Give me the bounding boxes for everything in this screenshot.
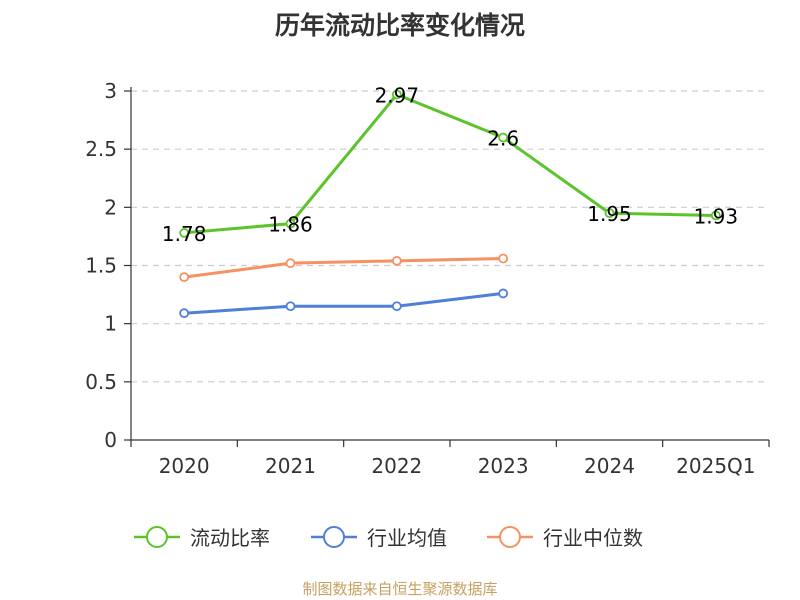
y-tick-label: 0 xyxy=(104,428,117,452)
data-point xyxy=(179,272,190,283)
legend-label: 流动比率 xyxy=(190,526,270,550)
legend-label: 行业中位数 xyxy=(543,526,643,550)
y-tick-label: 2.5 xyxy=(85,137,117,161)
series-line xyxy=(184,92,716,235)
data-point xyxy=(604,208,615,219)
chart-title: 历年流动比率变化情况 xyxy=(274,11,525,40)
series-lines xyxy=(179,89,721,319)
legend-label: 行业均值 xyxy=(367,526,447,550)
y-tick-label: 2 xyxy=(104,195,117,219)
series-line xyxy=(183,257,504,279)
x-tick-label: 2021 xyxy=(265,454,316,478)
axes: 0 0.5 1 1.5 2 2.5 3 2020 2021 2022 2023 2024 2025Q1 xyxy=(85,79,770,478)
y-tick-label: 0.5 xyxy=(85,370,117,394)
data-point xyxy=(285,258,296,269)
data-point xyxy=(710,210,721,221)
data-label: 1.86 xyxy=(268,213,313,237)
data-point xyxy=(391,255,402,266)
data-point xyxy=(498,132,509,143)
legend-marker xyxy=(323,526,345,548)
data-point xyxy=(391,89,402,100)
data-point xyxy=(391,301,402,312)
legend: 流动比率 行业均值 行业中位数 xyxy=(134,526,643,550)
data-point xyxy=(179,308,190,319)
y-tick-label: 1.5 xyxy=(85,254,117,278)
x-tick-label: 2022 xyxy=(371,454,422,478)
data-point xyxy=(285,301,296,312)
data-point xyxy=(498,253,509,264)
data-point xyxy=(285,218,296,229)
data-label: 2.97 xyxy=(375,83,420,107)
data-label: 1.78 xyxy=(162,222,207,246)
series-line xyxy=(184,291,504,315)
data-point xyxy=(498,288,509,299)
x-tick-label: 2020 xyxy=(159,454,210,478)
data-label: 2.6 xyxy=(487,127,519,151)
x-tick-label: 2025Q1 xyxy=(676,454,755,478)
y-tick-label: 1 xyxy=(104,312,117,336)
source-note: 制图数据来自恒生聚源数据库 xyxy=(302,580,498,598)
data-point xyxy=(179,228,190,238)
data-label: 1.93 xyxy=(694,204,739,228)
legend-marker xyxy=(146,526,168,548)
data-labels: 1.78 1.86 2.97 2.6 1.95 1.93 xyxy=(162,83,738,245)
data-label: 1.95 xyxy=(587,202,632,226)
x-tick-label: 2023 xyxy=(478,454,529,478)
legend-marker xyxy=(499,526,521,548)
y-tick-label: 3 xyxy=(104,79,117,103)
x-tick-label: 2024 xyxy=(584,454,635,478)
grid-lines xyxy=(131,90,769,383)
